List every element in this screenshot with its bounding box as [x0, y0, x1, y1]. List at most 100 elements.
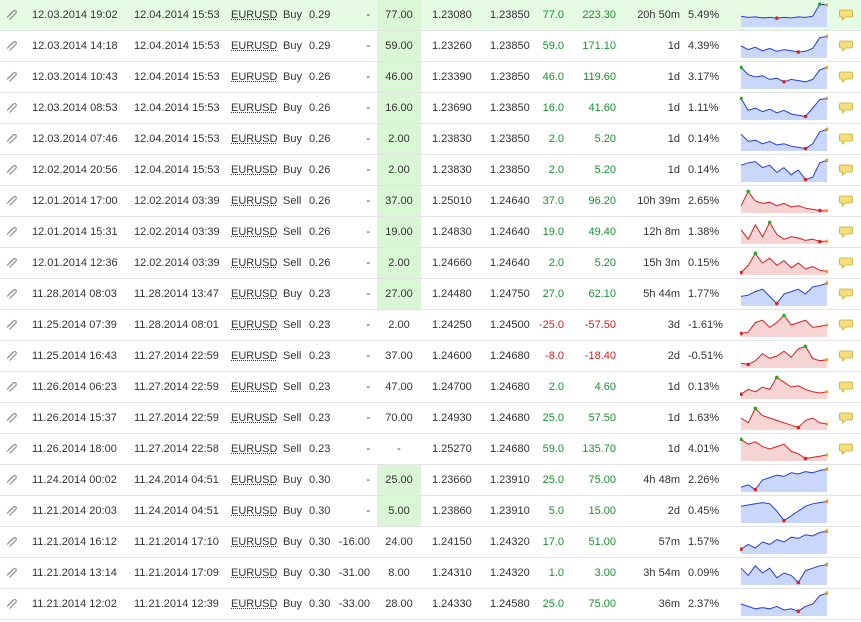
table-row[interactable]: 12.03.2014 19:02 12.04.2014 15:53 EURUSD… [0, 0, 861, 31]
paperclip-icon[interactable] [5, 566, 19, 580]
symbol-link[interactable]: EURUSD [231, 9, 278, 21]
speech-bubble-icon[interactable] [839, 257, 853, 269]
table-row[interactable]: 11.26.2014 18:00 11.27.2014 22:58 EURUSD… [0, 434, 861, 465]
speech-bubble-icon[interactable] [839, 319, 853, 331]
profit: 3.00 [594, 567, 616, 579]
symbol-link[interactable]: EURUSD [231, 350, 278, 362]
table-row[interactable]: 11.21.2014 16:12 11.21.2014 17:10 EURUSD… [0, 527, 861, 558]
paperclip-icon[interactable] [5, 194, 19, 208]
speech-bubble-icon[interactable] [839, 443, 853, 455]
speech-bubble-icon[interactable] [839, 71, 853, 83]
symbol-link[interactable]: EURUSD [231, 381, 278, 393]
close-price: 1.24580 [490, 598, 530, 610]
paperclip-icon[interactable] [5, 70, 19, 84]
paperclip-icon[interactable] [5, 504, 19, 518]
table-row[interactable]: 12.01.2014 17:00 12.02.2014 03:39 EURUSD… [0, 186, 861, 217]
speech-bubble-icon[interactable] [839, 40, 853, 52]
paperclip-icon[interactable] [5, 318, 19, 332]
paperclip-icon[interactable] [5, 535, 19, 549]
duration: 1d [667, 443, 680, 455]
table-row[interactable]: 11.21.2014 12:02 11.21.2014 12:39 EURUSD… [0, 589, 861, 620]
paperclip-icon[interactable] [5, 8, 19, 22]
table-row[interactable]: 12.03.2014 10:43 12.04.2014 15:53 EURUSD… [0, 62, 861, 93]
table-row[interactable]: 11.25.2014 07:39 11.28.2014 08:01 EURUSD… [0, 310, 861, 341]
table-row[interactable]: 12.03.2014 08:53 12.04.2014 15:53 EURUSD… [0, 93, 861, 124]
table-row[interactable]: 11.26.2014 15:37 11.27.2014 22:59 EURUSD… [0, 403, 861, 434]
pips: 25.00 [385, 474, 413, 486]
symbol-link[interactable]: EURUSD [231, 443, 278, 455]
table-row[interactable]: 11.25.2014 16:43 11.27.2014 22:59 EURUSD… [0, 341, 861, 372]
symbol-link[interactable]: EURUSD [231, 598, 278, 610]
symbol-link[interactable]: EURUSD [231, 474, 278, 486]
symbol-link[interactable]: EURUSD [231, 133, 278, 145]
duration: 1d [667, 164, 680, 176]
close-date: 11.27.2014 22:59 [134, 350, 219, 362]
table-row[interactable]: 11.26.2014 06:23 11.27.2014 22:59 EURUSD… [0, 372, 861, 403]
symbol-link[interactable]: EURUSD [231, 567, 278, 579]
sparkline-area [741, 253, 827, 275]
close-price: 1.23910 [490, 505, 530, 517]
symbol-link[interactable]: EURUSD [231, 102, 278, 114]
symbol-link[interactable]: EURUSD [231, 288, 278, 300]
trade-type: Buy [283, 598, 302, 610]
open-price: 1.23660 [432, 474, 472, 486]
sparkline-end-dot [825, 34, 828, 38]
symbol-link[interactable]: EURUSD [231, 164, 278, 176]
table-row[interactable]: 12.01.2014 15:31 12.02.2014 03:39 EURUSD… [0, 217, 861, 248]
duration: 1d [667, 133, 680, 145]
speech-bubble-icon[interactable] [839, 226, 853, 238]
pips: 5.00 [388, 505, 410, 517]
table-row[interactable]: 11.21.2014 20:03 11.24.2014 04:51 EURUSD… [0, 496, 861, 527]
speech-bubble-icon[interactable] [839, 350, 853, 362]
paperclip-icon[interactable] [5, 411, 19, 425]
speech-bubble-icon[interactable] [839, 288, 853, 300]
symbol-link[interactable]: EURUSD [231, 195, 278, 207]
sparkline-end-dot [825, 239, 828, 243]
table-row[interactable]: 12.03.2014 07:46 12.04.2014 15:53 EURUSD… [0, 124, 861, 155]
paperclip-icon[interactable] [5, 163, 19, 177]
speech-bubble-icon[interactable] [839, 102, 853, 114]
table-row[interactable]: 12.02.2014 20:56 12.04.2014 15:53 EURUSD… [0, 155, 861, 186]
speech-bubble-icon[interactable] [839, 195, 853, 207]
speech-bubble-icon[interactable] [839, 381, 853, 393]
open-price: 1.24150 [432, 536, 472, 548]
speech-bubble-icon[interactable] [839, 164, 853, 176]
paperclip-icon[interactable] [5, 132, 19, 146]
paperclip-icon[interactable] [5, 256, 19, 270]
speech-bubble-icon[interactable] [839, 9, 853, 21]
table-row[interactable]: 11.28.2014 08:03 11.28.2014 13:47 EURUSD… [0, 279, 861, 310]
paperclip-icon[interactable] [5, 101, 19, 115]
close-price: 1.23850 [490, 133, 530, 145]
lots: 0.30 [309, 505, 331, 517]
close-date: 11.21.2014 12:39 [134, 598, 219, 610]
sparkline-area [741, 160, 827, 182]
table-row[interactable]: 11.21.2014 13:14 11.21.2014 17:09 EURUSD… [0, 558, 861, 589]
symbol-link[interactable]: EURUSD [231, 71, 278, 83]
trade-sparkline [740, 437, 828, 461]
sparkline-low-dot [746, 362, 750, 367]
symbol-link[interactable]: EURUSD [231, 257, 278, 269]
table-row[interactable]: 12.03.2014 14:18 12.04.2014 15:53 EURUSD… [0, 31, 861, 62]
paperclip-icon[interactable] [5, 287, 19, 301]
symbol-link[interactable]: EURUSD [231, 40, 278, 52]
paperclip-icon[interactable] [5, 597, 19, 611]
table-row[interactable]: 12.01.2014 12:36 12.02.2014 03:39 EURUSD… [0, 248, 861, 279]
speech-bubble-icon[interactable] [839, 133, 853, 145]
pips: 77.00 [385, 9, 413, 21]
symbol-link[interactable]: EURUSD [231, 226, 278, 238]
paperclip-icon[interactable] [5, 39, 19, 53]
paperclip-icon[interactable] [5, 380, 19, 394]
symbol-link[interactable]: EURUSD [231, 319, 278, 331]
symbol-link[interactable]: EURUSD [231, 536, 278, 548]
open-price: 1.24600 [432, 350, 472, 362]
symbol-link[interactable]: EURUSD [231, 505, 278, 517]
paperclip-icon[interactable] [5, 473, 19, 487]
paperclip-icon[interactable] [5, 349, 19, 363]
paperclip-icon[interactable] [5, 225, 19, 239]
duration: 2d [667, 350, 680, 362]
table-row[interactable]: 11.24.2014 00:02 11.24.2014 04:51 EURUSD… [0, 465, 861, 496]
paperclip-icon[interactable] [5, 442, 19, 456]
speech-bubble-icon[interactable] [839, 412, 853, 424]
stop-loss: - [366, 350, 370, 362]
symbol-link[interactable]: EURUSD [231, 412, 278, 424]
